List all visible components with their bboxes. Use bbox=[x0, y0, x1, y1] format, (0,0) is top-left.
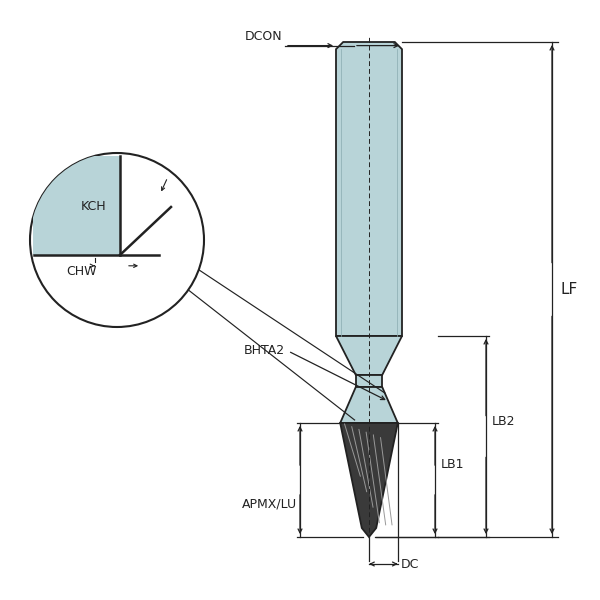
Text: APMX/LU: APMX/LU bbox=[242, 497, 297, 511]
Text: LB1: LB1 bbox=[441, 458, 464, 472]
Circle shape bbox=[30, 153, 204, 327]
Polygon shape bbox=[336, 336, 402, 375]
Text: DC: DC bbox=[401, 557, 419, 571]
Text: LB2: LB2 bbox=[492, 415, 515, 428]
Polygon shape bbox=[340, 423, 398, 537]
Text: BHTA2: BHTA2 bbox=[244, 344, 285, 358]
Text: CHW: CHW bbox=[66, 265, 97, 278]
Text: LF: LF bbox=[561, 282, 578, 297]
Polygon shape bbox=[356, 375, 382, 387]
Text: KCH: KCH bbox=[81, 200, 107, 214]
Polygon shape bbox=[336, 42, 402, 336]
Text: DCON: DCON bbox=[244, 29, 282, 43]
Polygon shape bbox=[340, 387, 398, 423]
Polygon shape bbox=[33, 156, 120, 255]
